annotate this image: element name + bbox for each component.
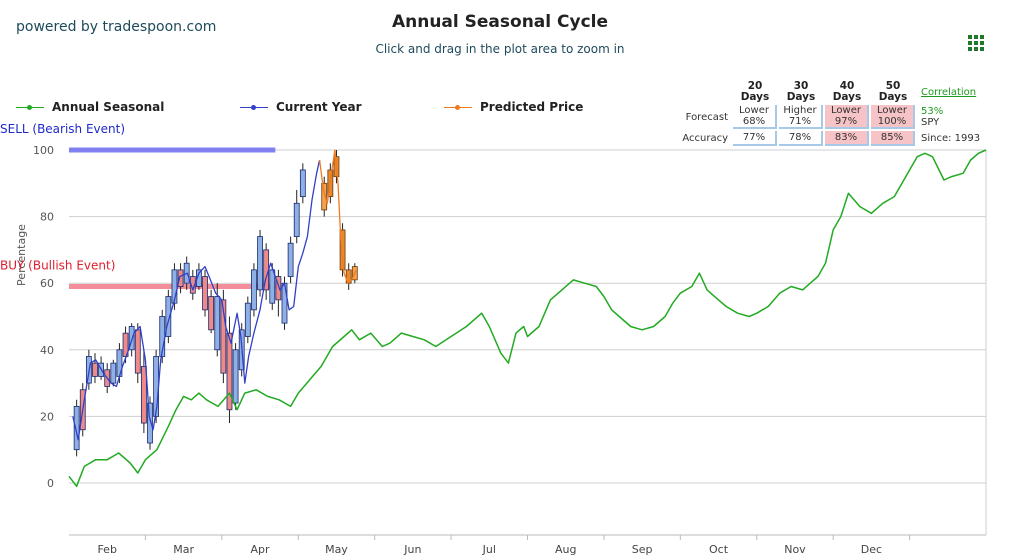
current-year-candle: [251, 269, 257, 311]
accuracy-cell: 85%: [871, 131, 915, 146]
correlation-label[interactable]: Correlation: [921, 86, 977, 98]
x-tick-label: Jul: [482, 543, 496, 556]
current-year-candle: [299, 169, 306, 198]
current-year-candle: [293, 202, 300, 237]
col-header: 50 Days: [878, 80, 908, 103]
y-tick-label: 0: [47, 477, 54, 490]
current-year-candle: [140, 366, 147, 424]
accuracy-cell: 78%: [779, 131, 823, 146]
legend-line-icon: [240, 105, 268, 110]
current-year-candle: [281, 282, 288, 324]
current-year-candle: [134, 329, 141, 374]
col-header: 20 Days: [740, 80, 770, 103]
forecast-percent: 97%: [834, 116, 858, 127]
current-year-line: [72, 159, 321, 441]
forecast-direction: Lower: [739, 105, 769, 116]
x-tick-label: Dec: [861, 543, 882, 556]
correlation-info: 53% SPY: [917, 105, 981, 129]
x-tick-label: Apr: [251, 543, 271, 556]
current-year-candle: [269, 269, 276, 304]
forecast-percent: 68%: [742, 116, 766, 127]
forecast-table: 20 Days 30 Days 40 Days 50 Days Correlat…: [676, 79, 983, 148]
forecast-percent: 71%: [788, 116, 812, 127]
x-tick-label: Jun: [403, 543, 421, 556]
x-tick-label: Oct: [709, 543, 729, 556]
forecast-direction: Higher: [783, 105, 817, 116]
x-tick-label: Aug: [555, 543, 576, 556]
forecast-cell: Lower 100%: [871, 105, 915, 129]
legend-label: Predicted Price: [480, 100, 584, 114]
predicted-price-line: [318, 149, 357, 284]
accuracy-cell: 83%: [825, 131, 869, 146]
x-tick-label: Mar: [173, 543, 194, 556]
current-year-candle: [73, 406, 80, 451]
y-axis-title: Percentage: [15, 224, 28, 286]
current-year-candle: [128, 326, 135, 351]
col-header: 30 Days: [786, 80, 816, 103]
x-tick-label: Sep: [632, 543, 653, 556]
forecast-cell: Lower 97%: [825, 105, 869, 129]
annual-seasonal-line: [68, 149, 987, 488]
y-tick-label: 80: [40, 211, 54, 224]
legend-label: Current Year: [276, 100, 362, 114]
y-tick-label: 20: [40, 410, 54, 423]
current-year-candle: [208, 296, 215, 331]
powered-by-text: powered by tradespoon.com: [16, 19, 217, 35]
current-year-candle: [214, 296, 221, 351]
x-tick-label: May: [325, 543, 348, 556]
correlation-value: 53%: [921, 106, 944, 117]
forecast-cell: Lower 68%: [733, 105, 777, 129]
predicted-candle: [321, 182, 328, 211]
legend-line-icon: [16, 105, 44, 110]
x-tick-label: Nov: [784, 543, 806, 556]
sell-band-label: SELL (Bearish Event): [0, 122, 125, 136]
y-tick-label: 100: [33, 144, 54, 157]
correlation-link[interactable]: Correlation: [917, 81, 981, 103]
x-tick-label: Feb: [97, 543, 116, 556]
since-text: Since: 1993: [921, 133, 981, 144]
current-year-candle: [177, 269, 184, 287]
grid-menu-icon[interactable]: [968, 35, 984, 51]
current-year-candle: [257, 236, 263, 291]
current-year-candle: [110, 362, 117, 384]
current-year-candle: [165, 296, 172, 337]
symbol-text: SPY: [921, 117, 940, 128]
predicted-candle: [339, 229, 346, 271]
forecast-direction: Lower: [831, 105, 861, 116]
accuracy-cell: 77%: [733, 131, 777, 146]
chart-subtitle: Click and drag in the plot area to zoom …: [375, 42, 625, 56]
current-year-candle: [147, 402, 153, 444]
y-tick-label: 60: [40, 277, 54, 290]
chart-title: Annual Seasonal Cycle: [391, 12, 609, 32]
buy-band-label: BUY (Bullish Event): [0, 259, 115, 273]
legend-label: Annual Seasonal: [52, 100, 165, 114]
col-header: 40 Days: [832, 80, 862, 103]
forecast-percent: 100%: [877, 116, 907, 127]
forecast-direction: Lower: [877, 105, 907, 116]
forecast-row-label: Forecast: [685, 111, 728, 123]
current-year-candle: [92, 362, 98, 377]
forecast-cell: Higher 71%: [779, 105, 823, 129]
y-tick-label: 40: [40, 344, 54, 357]
accuracy-row-label: Accuracy: [682, 133, 728, 144]
current-year-candle: [232, 349, 239, 404]
current-year-candle: [220, 299, 227, 374]
current-year-candle: [202, 276, 208, 311]
current-year-candle: [287, 242, 294, 277]
legend-line-icon: [444, 105, 472, 110]
current-year-candle: [244, 302, 251, 337]
current-year-candle: [226, 332, 233, 411]
